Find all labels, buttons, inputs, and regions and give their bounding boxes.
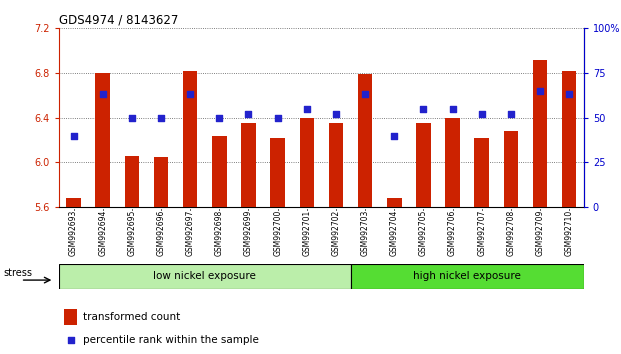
Text: GSM992697: GSM992697 [186, 210, 194, 256]
Text: GSM992694: GSM992694 [98, 210, 107, 256]
Text: GSM992698: GSM992698 [215, 210, 224, 256]
Text: GSM992707: GSM992707 [477, 210, 486, 256]
Text: GSM992709: GSM992709 [535, 210, 545, 256]
Text: GSM992700: GSM992700 [273, 210, 282, 256]
Bar [66, 198, 81, 207]
Text: GDS4974 / 8143627: GDS4974 / 8143627 [59, 13, 178, 26]
Point [243, 111, 253, 117]
Bar [241, 123, 256, 207]
Bar [154, 157, 168, 207]
Text: low nickel exposure: low nickel exposure [153, 272, 256, 281]
Text: GSM992705: GSM992705 [419, 210, 428, 256]
Text: transformed count: transformed count [83, 312, 180, 322]
Point [185, 92, 195, 97]
Text: GSM992696: GSM992696 [156, 210, 166, 256]
Point [506, 111, 516, 117]
Bar [59, 264, 350, 289]
Bar [212, 136, 227, 207]
Text: percentile rank within the sample: percentile rank within the sample [83, 335, 258, 346]
Text: GSM992703: GSM992703 [361, 210, 369, 256]
Text: GSM992695: GSM992695 [127, 210, 137, 256]
Text: GSM992699: GSM992699 [244, 210, 253, 256]
Point [448, 106, 458, 112]
Point [156, 115, 166, 121]
Point [97, 92, 107, 97]
Text: GSM992704: GSM992704 [390, 210, 399, 256]
Text: GSM992706: GSM992706 [448, 210, 457, 256]
Bar [358, 74, 373, 207]
Text: GSM992702: GSM992702 [332, 210, 340, 256]
Text: stress: stress [3, 268, 32, 278]
Point [273, 115, 283, 121]
Point [419, 106, 428, 112]
Text: GSM992701: GSM992701 [302, 210, 311, 256]
Bar [445, 118, 460, 207]
Bar [533, 59, 547, 207]
Point [360, 92, 370, 97]
Point [214, 115, 224, 121]
Bar [474, 138, 489, 207]
Bar [329, 123, 343, 207]
Text: high nickel exposure: high nickel exposure [413, 272, 521, 281]
Point [68, 133, 78, 138]
Point [127, 115, 137, 121]
Bar [125, 156, 139, 207]
Bar [96, 73, 110, 207]
Text: GSM992708: GSM992708 [506, 210, 515, 256]
Text: GSM992693: GSM992693 [69, 210, 78, 256]
Bar [504, 131, 518, 207]
Point [477, 111, 487, 117]
Text: GSM992710: GSM992710 [564, 210, 574, 256]
Bar [350, 264, 584, 289]
Point [66, 337, 76, 343]
Point [302, 106, 312, 112]
Point [564, 92, 574, 97]
Bar [299, 118, 314, 207]
Bar [416, 123, 431, 207]
Point [535, 88, 545, 94]
Bar [387, 198, 402, 207]
Point [331, 111, 341, 117]
Bar [64, 309, 78, 325]
Bar [270, 138, 285, 207]
Point [389, 133, 399, 138]
Bar [183, 71, 197, 207]
Bar [562, 71, 576, 207]
